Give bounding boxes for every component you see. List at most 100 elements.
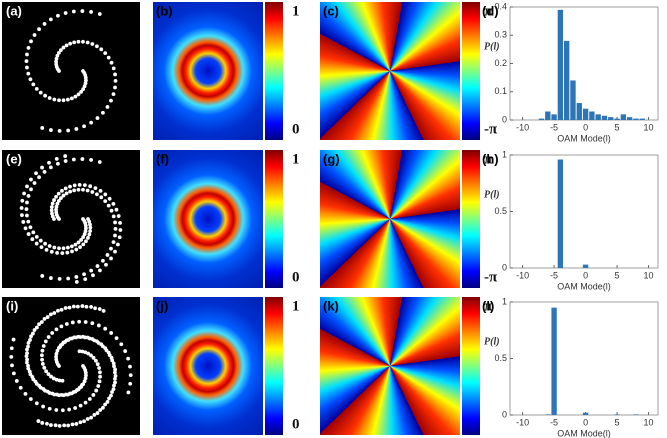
dot [111, 214, 116, 219]
dot [67, 305, 72, 310]
dot [95, 264, 100, 268]
bar [595, 114, 601, 120]
dot [50, 201, 55, 206]
dot [37, 322, 41, 327]
dot [25, 360, 29, 365]
dot [40, 274, 45, 278]
y-tick-label: 1 [502, 296, 507, 306]
dot-pattern [2, 297, 140, 435]
plot-area [509, 154, 659, 269]
dot [80, 383, 84, 387]
dot [28, 77, 33, 82]
dot [76, 39, 81, 44]
dot [87, 336, 92, 341]
dot [48, 17, 53, 22]
dot [44, 248, 49, 252]
dot [65, 97, 70, 102]
dot [103, 402, 107, 407]
x-tick-label: 0 [583, 417, 588, 427]
phase-map [320, 150, 460, 288]
dot [113, 367, 117, 372]
dot [41, 404, 46, 409]
colorbar-label: 0 [292, 416, 300, 432]
panel-label: (d) [482, 3, 499, 18]
dot [28, 397, 33, 401]
dot [25, 52, 29, 57]
x-tick-label: 5 [615, 417, 620, 427]
dot [61, 45, 66, 50]
dot [57, 246, 61, 251]
dot [84, 304, 89, 309]
dot [14, 379, 19, 383]
dot [101, 309, 106, 313]
dot [62, 423, 67, 428]
dot [84, 373, 88, 378]
dot [95, 192, 99, 197]
dot [50, 331, 55, 335]
dot [64, 43, 69, 48]
dot [34, 241, 39, 246]
dot [52, 245, 57, 250]
dot [39, 245, 44, 250]
dot [85, 417, 90, 421]
colorbar-label: 0 [292, 269, 300, 285]
dot [24, 59, 29, 64]
dot [53, 423, 58, 428]
dot-pattern [2, 2, 140, 140]
bar [614, 414, 620, 415]
dot [20, 213, 24, 218]
dot [25, 213, 29, 218]
bar [633, 118, 639, 120]
dot [57, 424, 62, 428]
dot [24, 354, 29, 359]
bar [582, 108, 589, 120]
dot [70, 336, 74, 341]
y-axis-label: P(l) [484, 189, 500, 200]
dot [49, 205, 54, 209]
dot [22, 191, 26, 196]
dot [107, 396, 111, 401]
panel-label: (l) [482, 298, 494, 313]
dot [39, 320, 44, 324]
amplitude-map [153, 2, 263, 140]
dot [56, 50, 61, 55]
dot [35, 325, 39, 330]
dot [30, 237, 35, 242]
dot [63, 340, 67, 344]
dot [97, 307, 102, 311]
dot [78, 335, 83, 340]
dot [25, 184, 29, 189]
dot [84, 226, 88, 231]
dot [93, 306, 97, 311]
panel-label: (k) [323, 298, 339, 313]
dot [34, 401, 39, 406]
dot [55, 392, 59, 397]
bar [589, 111, 595, 120]
dot [98, 268, 102, 273]
dot [69, 244, 74, 249]
dot [24, 207, 29, 212]
dot [100, 344, 105, 349]
dot [66, 128, 71, 133]
dot [49, 374, 53, 379]
dot [113, 249, 117, 254]
dot [75, 388, 79, 392]
colorbar-label: π [484, 3, 493, 19]
plot-area [509, 301, 659, 416]
panel-label: (h) [482, 151, 499, 166]
x-tick-label: -10 [516, 417, 529, 427]
dot [70, 320, 75, 325]
dot [88, 222, 92, 227]
bar [601, 115, 608, 120]
dot [60, 408, 65, 413]
dot [74, 422, 79, 426]
x-tick-label: 0 [583, 122, 588, 132]
dot [82, 419, 86, 424]
dot [60, 342, 65, 347]
dot [11, 337, 16, 342]
dot [54, 357, 59, 362]
dot [36, 419, 41, 423]
dot [113, 233, 117, 238]
dot [37, 175, 41, 180]
dot [63, 306, 68, 310]
